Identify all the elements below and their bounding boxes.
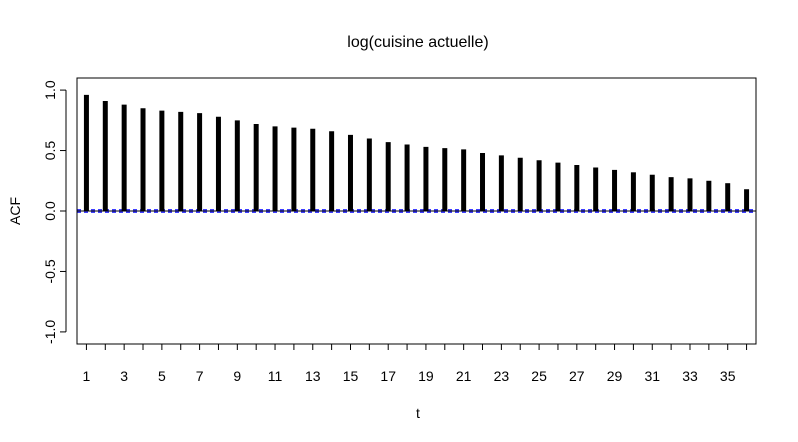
y-tick-label: -1.0 [42, 320, 58, 344]
x-tick-label: 29 [607, 368, 623, 384]
y-tick-label: 1.0 [42, 80, 58, 100]
plot-frame [76, 77, 757, 345]
x-tick-label: 15 [343, 368, 359, 384]
x-tick-label: 19 [418, 368, 434, 384]
x-axis-label: t [416, 405, 420, 421]
y-tick-label: 0.5 [42, 141, 58, 161]
x-tick-label: 5 [158, 368, 166, 384]
x-tick-label: 35 [720, 368, 736, 384]
x-tick-label: 31 [644, 368, 660, 384]
chart-title: log(cuisine actuelle) [347, 34, 488, 51]
plot-marks: -1.0-0.50.00.51.01 3 5 7 9 11 13 15 17 19 21 23 25 27… [42, 80, 756, 384]
y-tick-label: 0.0 [42, 201, 58, 221]
x-tick-label: 11 [268, 368, 283, 384]
x-tick-label: 9 [233, 368, 241, 384]
x-tick-label: 17 [380, 368, 396, 384]
x-tick-label: 13 [305, 368, 321, 384]
y-axis-label: ACF [7, 197, 23, 225]
y-tick-label: -0.5 [42, 259, 58, 283]
x-tick-label: 33 [682, 368, 698, 384]
x-tick-label: 21 [456, 368, 472, 384]
x-tick-label: 23 [494, 368, 510, 384]
x-tick-label: 25 [531, 368, 547, 384]
x-tick-label: 1 [83, 368, 91, 384]
x-tick-label: 3 [120, 368, 128, 384]
x-tick-label: 27 [569, 368, 585, 384]
x-tick-label: 7 [196, 368, 204, 384]
